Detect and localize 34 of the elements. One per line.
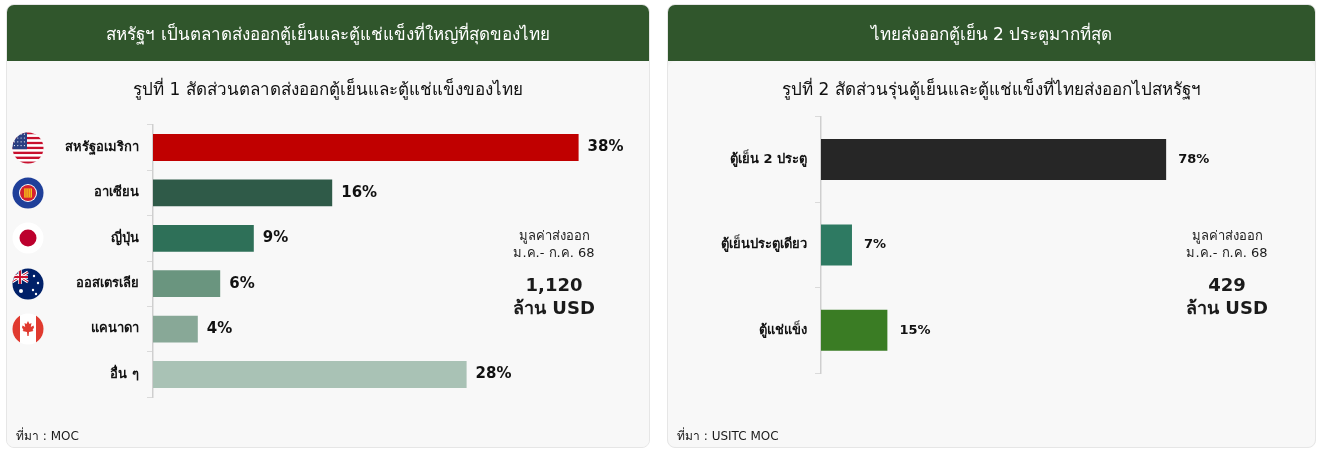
text: ที่มา : MOC (16, 429, 79, 443)
bar (153, 361, 467, 388)
data-label: 7% (863, 236, 887, 252)
data-label: 28% (475, 364, 512, 383)
y-tick-label: อื่น ๆ (110, 363, 139, 381)
bar (153, 134, 579, 161)
y-tick-label: ตู้เย็นประตูเดียว (721, 234, 807, 253)
y-tick-label: ญี่ปุ่น (111, 227, 139, 246)
text: 429 ล้าน USD (1186, 274, 1268, 318)
y-tick-label: สหรัฐอเมริกา (65, 138, 139, 156)
y-tick-label: อาเซียน (94, 184, 139, 200)
data-label: 16% (341, 182, 378, 201)
chart-title: สหรัฐฯ เป็นตลาดส่งออกตู้เย็นและตู้แช่แข็งที่ใหญ่ที่สุดของไทย (7, 5, 649, 61)
data-label: 78% (1178, 150, 1210, 166)
bar (153, 179, 333, 207)
chart-subtitle: รูปที่ 2 สัดส่วนรุ่นตู้เย็นและตู้แช่แข็งที่ไทยส่งออกไปสหรัฐฯ (782, 79, 1201, 99)
y-tick-label: ออสเตรเลีย (76, 275, 139, 291)
bar (153, 224, 254, 252)
data-label: 9% (262, 228, 289, 247)
chart-subtitle: รูปที่ 1 สัดส่วนตลาดส่งออกตู้เย็นและตู้แช่แข็งของไทย (133, 79, 523, 99)
bar (153, 270, 221, 298)
chart-title: ไทยส่งออกตู้เย็น 2 ประตูมากที่สุด (668, 5, 1315, 61)
data-label: 6% (229, 273, 255, 292)
y-tick-label: ตู้แช่แข็ง (759, 319, 807, 338)
y-tick-label: แคนาดา (91, 320, 139, 336)
y-tick-label: ตู้เย็น 2 ประตู (729, 148, 807, 167)
data-label: 4% (206, 318, 233, 337)
bar (153, 315, 198, 343)
text: มูลค่าส่งออก ม.ค.- ก.ค. 68 (1186, 228, 1268, 260)
annotation: 1,120 ล้าน USD (513, 274, 595, 318)
data-label: 15% (899, 321, 931, 337)
text: ที่มา : USITC MOC (677, 429, 779, 443)
annotation: มูลค่าส่งออก ม.ค.- ก.ค. 68 (513, 228, 595, 260)
data-label: 38% (587, 137, 624, 156)
